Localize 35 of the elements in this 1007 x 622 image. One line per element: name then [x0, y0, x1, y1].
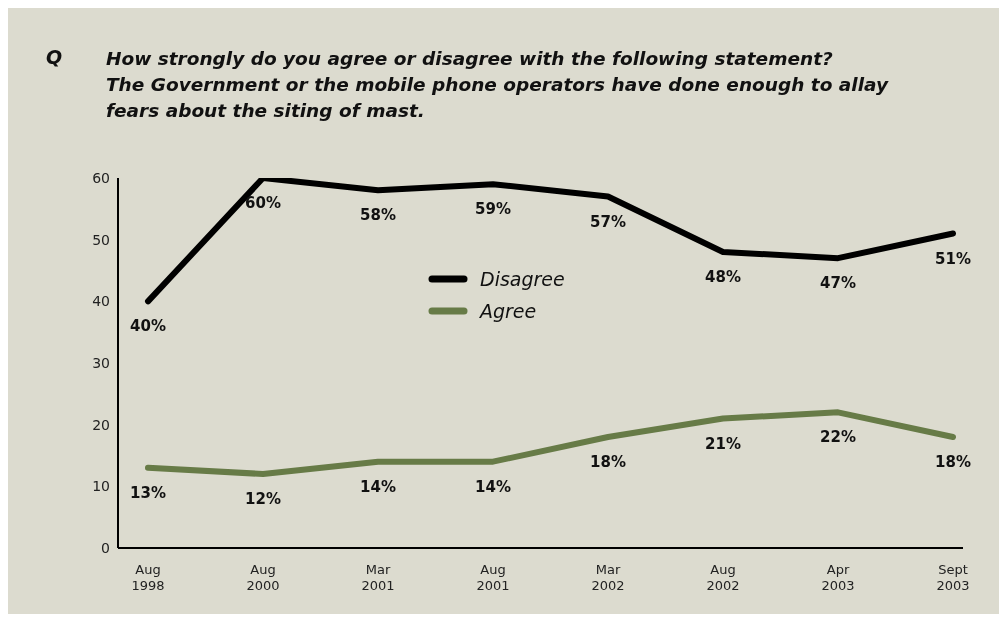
data-label: 21% [705, 434, 741, 453]
chart-title: How strongly do you agree or disagree with the following statement? The Government or the mobile phone operators have done enough to allay fears about the siting of mast. [106, 47, 888, 123]
y-tick-label: 50 [92, 231, 110, 248]
data-label: 40% [130, 317, 166, 336]
data-label: 14% [360, 477, 396, 496]
x-tick-label: Mar 2002 [591, 562, 625, 593]
y-tick-label: 60 [92, 169, 110, 186]
y-tick-label: 30 [92, 354, 110, 371]
data-label: 57% [590, 212, 626, 231]
y-tick-label: 40 [92, 293, 110, 310]
y-tick-label: 20 [92, 416, 110, 433]
x-tick-label: Apr 2003 [821, 562, 855, 593]
data-label: 60% [245, 194, 281, 212]
text: Q [46, 46, 63, 68]
legend-label: Disagree [480, 268, 565, 290]
x-tick-label: Mar 2001 [361, 562, 395, 593]
y-tick-label: 0 [101, 539, 110, 556]
data-label: 59% [475, 200, 511, 219]
data-label: 18% [935, 453, 971, 471]
data-label: 13% [130, 483, 166, 502]
data-label: 48% [705, 268, 741, 286]
data-label: 14% [475, 477, 511, 496]
x-tick-label: Aug 2002 [706, 562, 740, 593]
data-label: 12% [245, 490, 281, 508]
data-label: 51% [935, 249, 971, 268]
x-tick-label: Aug 1998 [131, 562, 165, 593]
legend-label: Agree [480, 300, 537, 322]
x-tick-label: Aug 2000 [246, 562, 280, 593]
data-label: 58% [360, 206, 396, 225]
data-label: 47% [820, 274, 856, 293]
x-tick-label: Sept 2003 [936, 562, 970, 593]
y-tick-label: 10 [92, 478, 110, 495]
data-label: 18% [590, 453, 626, 471]
data-label: 22% [820, 428, 856, 447]
x-tick-label: Aug 2001 [476, 562, 510, 593]
